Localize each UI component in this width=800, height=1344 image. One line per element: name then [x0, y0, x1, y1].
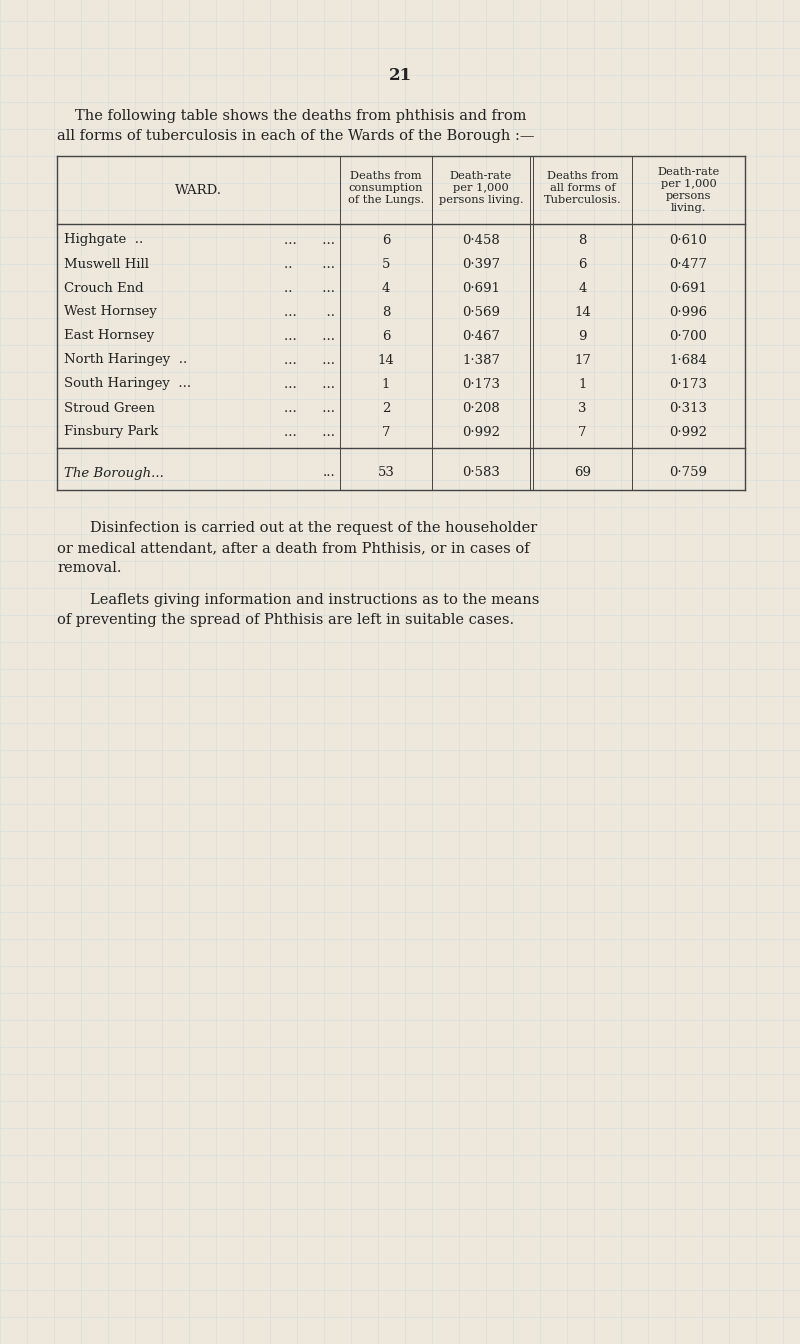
Text: ...      ...: ... ...	[284, 426, 335, 438]
Text: Death-rate: Death-rate	[450, 171, 512, 181]
Text: removal.: removal.	[57, 560, 122, 575]
Text: living.: living.	[670, 203, 706, 212]
Text: Deaths from: Deaths from	[546, 171, 618, 181]
Text: 9: 9	[578, 329, 586, 343]
Text: 6: 6	[578, 258, 586, 270]
Text: 14: 14	[574, 305, 591, 319]
Text: ...       ..: ... ..	[284, 305, 335, 319]
Text: 0·583: 0·583	[462, 466, 500, 480]
Text: Tuberculosis.: Tuberculosis.	[544, 195, 622, 206]
Text: 4: 4	[382, 281, 390, 294]
Text: ...      ...: ... ...	[284, 353, 335, 367]
Text: per 1,000: per 1,000	[661, 179, 716, 190]
Text: 8: 8	[578, 234, 586, 246]
Text: West Hornsey: West Hornsey	[64, 305, 157, 319]
Text: The following table shows the deaths from phthisis and from: The following table shows the deaths fro…	[75, 109, 526, 124]
Text: 0·173: 0·173	[462, 378, 500, 391]
Text: 8: 8	[382, 305, 390, 319]
Text: ..       ...: .. ...	[284, 258, 335, 270]
Text: per 1,000: per 1,000	[453, 183, 509, 194]
Text: 0·992: 0·992	[462, 426, 500, 438]
Text: 0·477: 0·477	[670, 258, 707, 270]
Text: persons: persons	[666, 191, 711, 202]
Text: or medical attendant, after a death from Phthisis, or in cases of: or medical attendant, after a death from…	[57, 542, 530, 555]
Text: ..       ...: .. ...	[284, 281, 335, 294]
Text: 0·691: 0·691	[462, 281, 500, 294]
Text: 3: 3	[578, 402, 586, 414]
Text: Leaflets giving information and instructions as to the means: Leaflets giving information and instruct…	[90, 593, 539, 607]
Text: ...      ...: ... ...	[284, 234, 335, 246]
Text: 7: 7	[382, 426, 390, 438]
Text: all forms of tuberculosis in each of the Wards of the Borough :—: all forms of tuberculosis in each of the…	[57, 129, 534, 142]
Text: Crouch End: Crouch End	[64, 281, 144, 294]
Text: WARD.: WARD.	[175, 184, 222, 196]
Text: Death-rate: Death-rate	[658, 167, 720, 177]
Text: 0·700: 0·700	[670, 329, 707, 343]
Text: Highgate  ..: Highgate ..	[64, 234, 143, 246]
Text: 0·759: 0·759	[670, 466, 707, 480]
Text: 0·992: 0·992	[670, 426, 707, 438]
Text: 0·996: 0·996	[670, 305, 707, 319]
Text: 0·569: 0·569	[462, 305, 500, 319]
Text: 0·458: 0·458	[462, 234, 500, 246]
Text: 1·684: 1·684	[670, 353, 707, 367]
Text: 0·397: 0·397	[462, 258, 500, 270]
Text: ...      ...: ... ...	[284, 329, 335, 343]
Text: The Borough...: The Borough...	[64, 466, 164, 480]
Text: 0·208: 0·208	[462, 402, 500, 414]
Text: of the Lungs.: of the Lungs.	[348, 195, 424, 206]
Text: Disinfection is carried out at the request of the householder: Disinfection is carried out at the reque…	[90, 521, 538, 535]
Text: 1: 1	[578, 378, 586, 391]
Text: South Haringey  ...: South Haringey ...	[64, 378, 191, 391]
Text: Muswell Hill: Muswell Hill	[64, 258, 149, 270]
Text: ...      ...: ... ...	[284, 402, 335, 414]
Text: 2: 2	[382, 402, 390, 414]
Text: 14: 14	[378, 353, 394, 367]
Text: 0·610: 0·610	[670, 234, 707, 246]
Text: all forms of: all forms of	[550, 183, 615, 194]
Text: East Hornsey: East Hornsey	[64, 329, 154, 343]
Text: 5: 5	[382, 258, 390, 270]
Text: ...: ...	[322, 466, 335, 480]
Text: 0·173: 0·173	[670, 378, 707, 391]
Text: 17: 17	[574, 353, 591, 367]
Text: 1·387: 1·387	[462, 353, 500, 367]
Text: 21: 21	[389, 67, 411, 85]
Text: 1: 1	[382, 378, 390, 391]
Text: 0·313: 0·313	[670, 402, 707, 414]
Text: 69: 69	[574, 466, 591, 480]
Text: Stroud Green: Stroud Green	[64, 402, 155, 414]
Text: 4: 4	[578, 281, 586, 294]
Text: 7: 7	[578, 426, 586, 438]
Text: ...      ...: ... ...	[284, 378, 335, 391]
Text: Finsbury Park: Finsbury Park	[64, 426, 158, 438]
Text: 6: 6	[382, 329, 390, 343]
Text: 6: 6	[382, 234, 390, 246]
Text: 0·691: 0·691	[670, 281, 707, 294]
Text: 0·467: 0·467	[462, 329, 500, 343]
Text: persons living.: persons living.	[438, 195, 523, 206]
Text: of preventing the spread of Phthisis are left in suitable cases.: of preventing the spread of Phthisis are…	[57, 613, 514, 628]
Text: Deaths from: Deaths from	[350, 171, 422, 181]
Text: North Haringey  ..: North Haringey ..	[64, 353, 187, 367]
Text: consumption: consumption	[349, 183, 423, 194]
Text: 53: 53	[378, 466, 394, 480]
